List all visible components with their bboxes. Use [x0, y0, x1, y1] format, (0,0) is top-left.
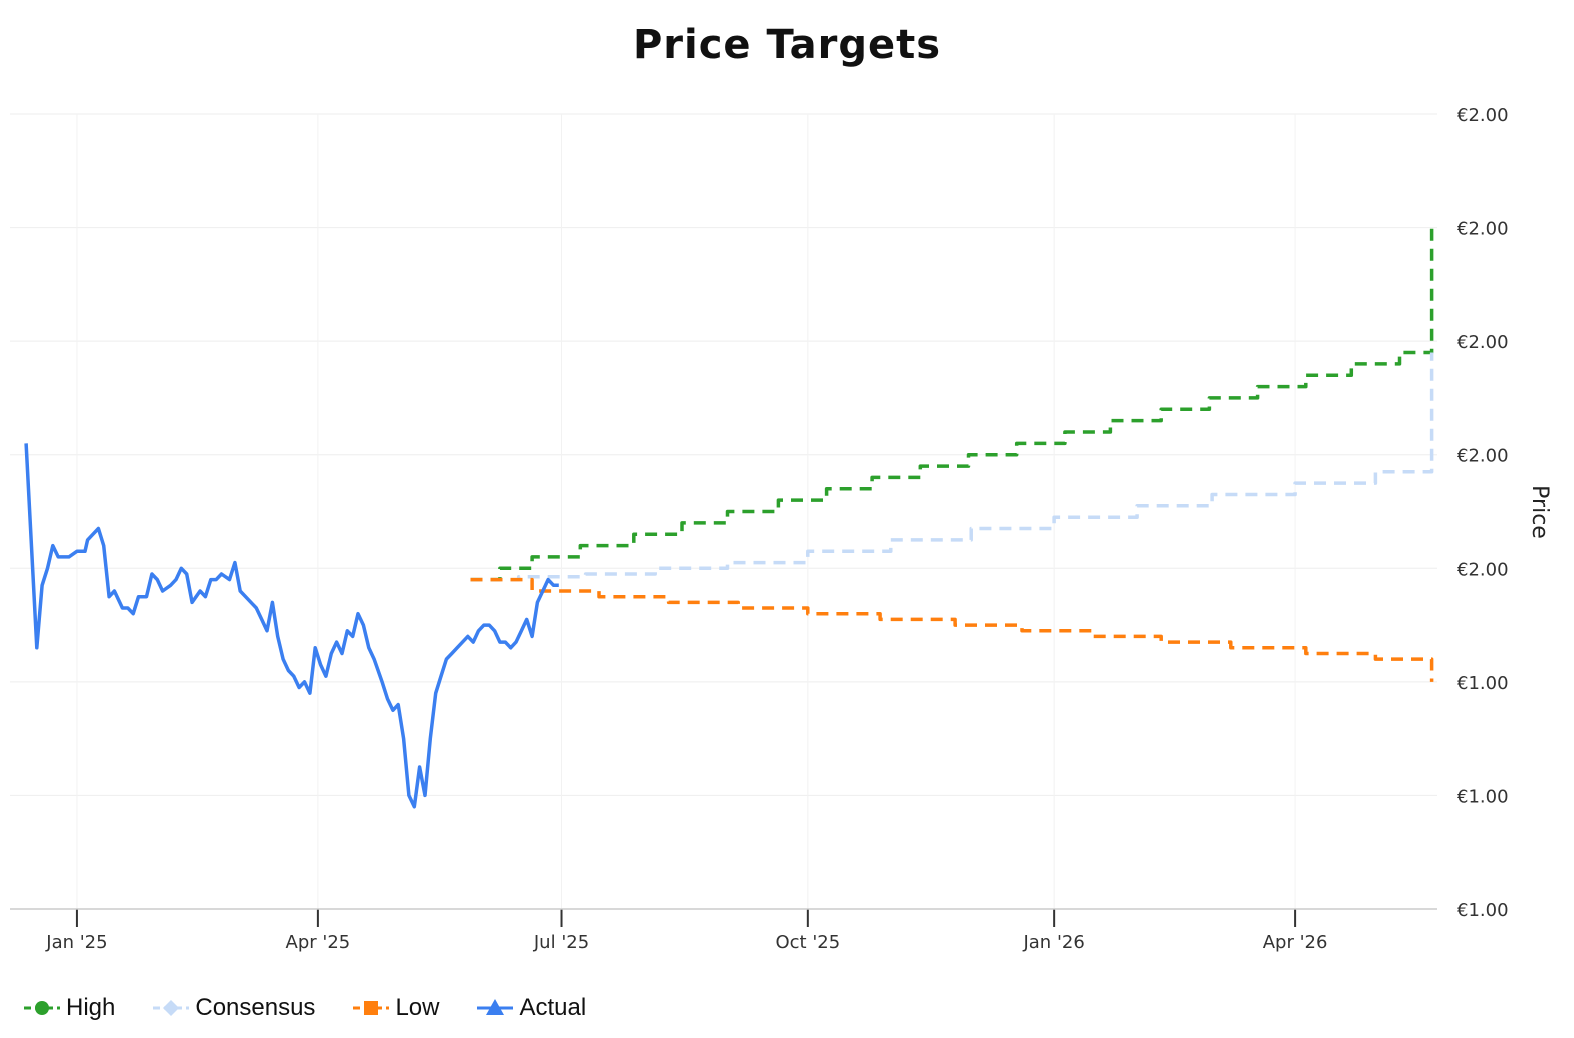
series-line-consensus	[470, 352, 1434, 582]
diamond-marker-icon	[153, 1000, 190, 1016]
legend-label: Consensus	[195, 994, 316, 1021]
series-line-low	[470, 577, 1434, 682]
legend-item-consensus[interactable]: Consensus	[153, 994, 315, 1022]
legend: High Consensus Low Actual	[24, 990, 624, 1026]
square-marker-icon	[353, 1001, 390, 1015]
series-line-high	[470, 227, 1434, 582]
y-tick-label: €2.00	[1457, 559, 1509, 580]
y-axis-title: Price	[1527, 485, 1552, 539]
y-tick-label: €1.00	[1457, 673, 1509, 694]
y-tick-label: €2.00	[1457, 332, 1509, 353]
circle-marker-icon	[24, 1001, 60, 1015]
series-lines	[24, 227, 1434, 809]
legend-label: High	[66, 994, 116, 1021]
triangle-marker-icon	[477, 999, 514, 1015]
y-tick-label: €2.00	[1457, 446, 1509, 467]
legend-label: Actual	[519, 994, 587, 1021]
x-tick-label: Oct '25	[775, 932, 840, 953]
y-tick-label: €1.00	[1457, 900, 1509, 921]
y-tick-label: €1.00	[1457, 786, 1509, 807]
x-tick-label: Apr '25	[286, 932, 351, 953]
x-tick-label: Jan '26	[1022, 932, 1084, 953]
y-tick-label: €2.00	[1457, 219, 1509, 240]
y-tick-label: €2.00	[1457, 105, 1509, 126]
y-axis: €1.00 €1.00 €1.00 €2.00 €2.00 €2.00 €2.00 €2.00	[1457, 105, 1509, 921]
chart-title: Price Targets	[632, 22, 942, 68]
x-tick-label: Jan '25	[45, 932, 107, 953]
legend-label: Low	[395, 994, 440, 1021]
grid-lines	[10, 113, 1437, 909]
series-line-actual	[24, 443, 559, 809]
legend-item-high[interactable]: High	[24, 994, 115, 1022]
x-tick-label: Jul '25	[533, 932, 589, 953]
legend-item-low[interactable]: Low	[353, 994, 439, 1022]
x-tick-label: Apr '26	[1263, 932, 1328, 953]
legend-item-actual[interactable]: Actual	[477, 994, 586, 1022]
x-axis: Jan '25 Apr '25 Jul '25 Oct '25 Jan '26 Apr '…	[10, 908, 1437, 953]
